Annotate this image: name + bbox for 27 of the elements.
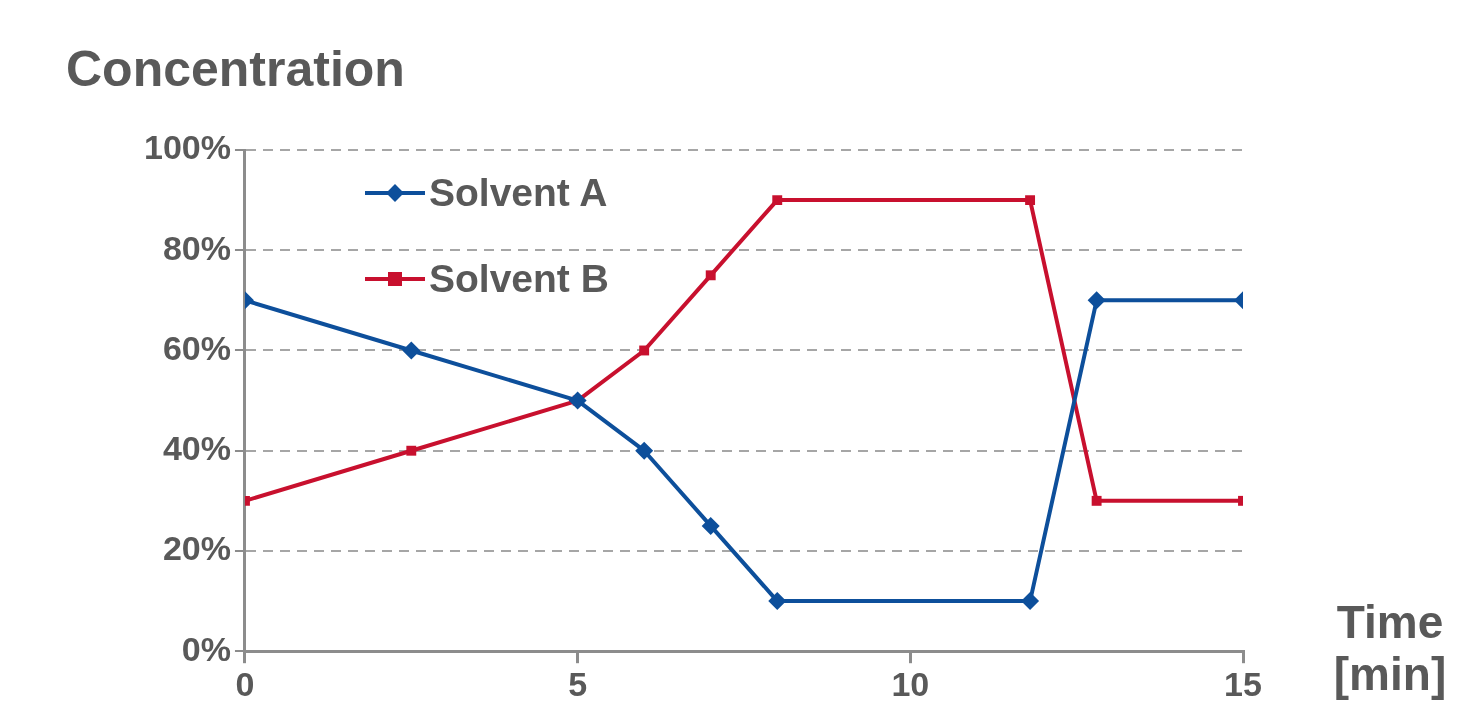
- point: [568, 391, 587, 410]
- point: [1021, 592, 1040, 611]
- y-axis-title: Concentration: [66, 40, 405, 98]
- x-axis-title: Time [min]: [1332, 596, 1448, 700]
- y-tick-label: 60%: [162, 328, 231, 367]
- y-tick-label: 100%: [143, 128, 231, 167]
- point: [1087, 291, 1106, 310]
- point: [635, 441, 654, 460]
- point: [772, 195, 783, 206]
- x-tick-label: 5: [568, 664, 588, 703]
- y-tick-label: 0%: [181, 629, 231, 668]
- y-tick-label: 80%: [162, 228, 231, 267]
- point: [768, 592, 787, 611]
- point: [639, 345, 650, 356]
- legend-label: Solvent A: [429, 171, 608, 215]
- x-tick-label: 10: [891, 664, 930, 703]
- point: [705, 270, 716, 281]
- point: [406, 445, 417, 456]
- point: [1091, 495, 1102, 506]
- x-tick-label: 0: [235, 664, 255, 703]
- y-tick-label: 40%: [162, 429, 231, 468]
- point: [1025, 195, 1036, 206]
- legend-label: Solvent B: [429, 257, 609, 301]
- point: [402, 341, 421, 360]
- x-tick-label: 15: [1224, 664, 1262, 703]
- point: [701, 516, 720, 535]
- y-tick-label: 20%: [162, 529, 231, 568]
